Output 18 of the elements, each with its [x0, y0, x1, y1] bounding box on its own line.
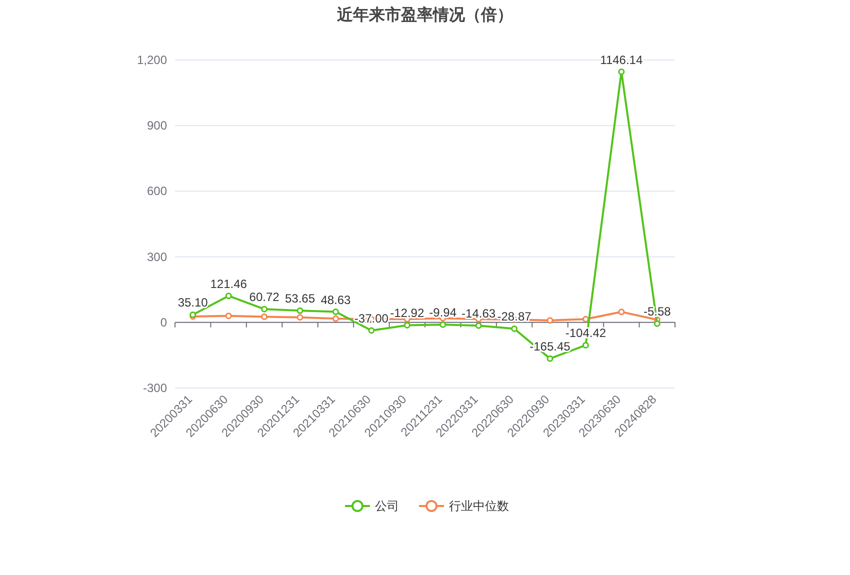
data-label: 53.65 [284, 292, 316, 306]
y-tick-label: 0 [160, 315, 168, 330]
y-tick-label: -300 [142, 381, 168, 395]
data-label: -9.94 [429, 306, 457, 320]
data-label: 35.10 [178, 296, 208, 310]
data-label: 1146.14 [600, 52, 643, 67]
data-label: 121.46 [210, 276, 248, 291]
data-label: 60.72 [249, 290, 280, 304]
y-tick-label: 600 [146, 184, 168, 198]
data-label: 48.63 [320, 292, 352, 307]
data-label: -12.92 [390, 306, 424, 320]
data-label: -14.63 [462, 306, 496, 321]
y-tick-label: 900 [146, 118, 168, 133]
legend-label: 行业中位数 [449, 499, 509, 513]
legend-label: 公司 [375, 499, 399, 513]
y-tick-label: 1,200 [136, 53, 168, 67]
chart-title: 近年来市盈率情况（倍） [336, 5, 513, 24]
y-tick-label: 300 [146, 250, 168, 264]
